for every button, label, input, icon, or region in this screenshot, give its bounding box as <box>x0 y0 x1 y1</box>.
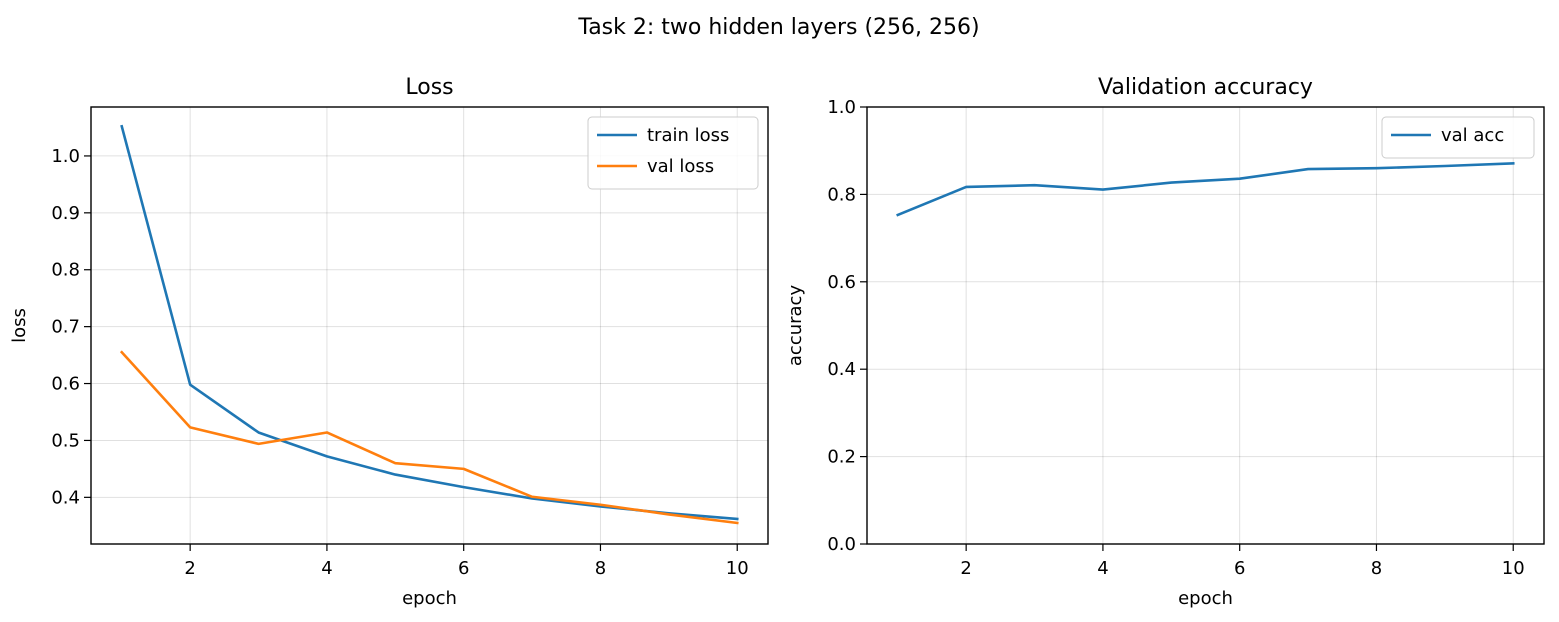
loss-y-tick-label: 0.7 <box>51 317 80 338</box>
accuracy-x-tick-label: 8 <box>1371 558 1382 579</box>
loss-series-line-val-loss <box>119 350 739 525</box>
accuracy-y-tick-label: 0.6 <box>827 272 856 293</box>
accuracy-chart-title: Validation accuracy <box>1098 75 1313 100</box>
accuracy-x-tick-label: 4 <box>1097 558 1108 579</box>
loss-chart-title: Loss <box>405 75 453 100</box>
figure-title: Task 2: two hidden layers (256, 256) <box>577 15 979 40</box>
accuracy-series-line-val-acc <box>896 162 1515 217</box>
accuracy-x-axis-label: epoch <box>1178 588 1233 609</box>
accuracy-x-tick-label: 2 <box>960 558 971 579</box>
loss-legend-label: val loss <box>647 156 714 177</box>
accuracy-chart: 2 4 6 8 10 0.0 0.2 0.4 0.6 0.8 1.0 Validation accur… <box>785 75 1545 609</box>
accuracy-axes-frame <box>866 106 1545 545</box>
loss-x-tick-label: 2 <box>184 558 195 579</box>
loss-y-tick-label: 0.9 <box>51 203 80 224</box>
loss-y-tick-label: 0.8 <box>51 260 80 281</box>
loss-x-tick-label: 10 <box>726 558 749 579</box>
loss-y-tick-label: 0.4 <box>51 487 80 508</box>
accuracy-y-tick-label: 0.4 <box>827 359 856 380</box>
loss-y-tick-label: 0.6 <box>51 374 80 395</box>
accuracy-y-tick-label: 1.0 <box>827 97 856 118</box>
loss-x-tick-label: 8 <box>595 558 606 579</box>
accuracy-legend-box <box>1381 116 1535 159</box>
loss-x-tick-label: 4 <box>321 558 332 579</box>
loss-legend-label: train loss <box>647 125 729 146</box>
accuracy-y-tick-label: 0.8 <box>827 184 856 205</box>
loss-x-tick-label: 6 <box>458 558 469 579</box>
loss-chart: 2 4 6 8 10 0.4 0.5 0.6 0.7 0.8 0.9 1.0 Loss epoch loss… <box>9 75 769 609</box>
accuracy-y-tick-label: 0.0 <box>827 534 856 555</box>
loss-y-axis-label: loss <box>9 308 30 343</box>
accuracy-y-tick-label: 0.2 <box>827 447 856 468</box>
loss-x-axis-label: epoch <box>402 588 457 609</box>
accuracy-y-axis-label: accuracy <box>785 285 806 367</box>
loss-axes-frame <box>90 106 769 545</box>
accuracy-legend-label: val acc <box>1441 125 1504 146</box>
accuracy-x-tick-label: 6 <box>1234 558 1245 579</box>
loss-y-tick-label: 1.0 <box>51 146 80 167</box>
accuracy-x-tick-label: 10 <box>1502 558 1525 579</box>
loss-y-tick-label: 0.5 <box>51 430 80 451</box>
